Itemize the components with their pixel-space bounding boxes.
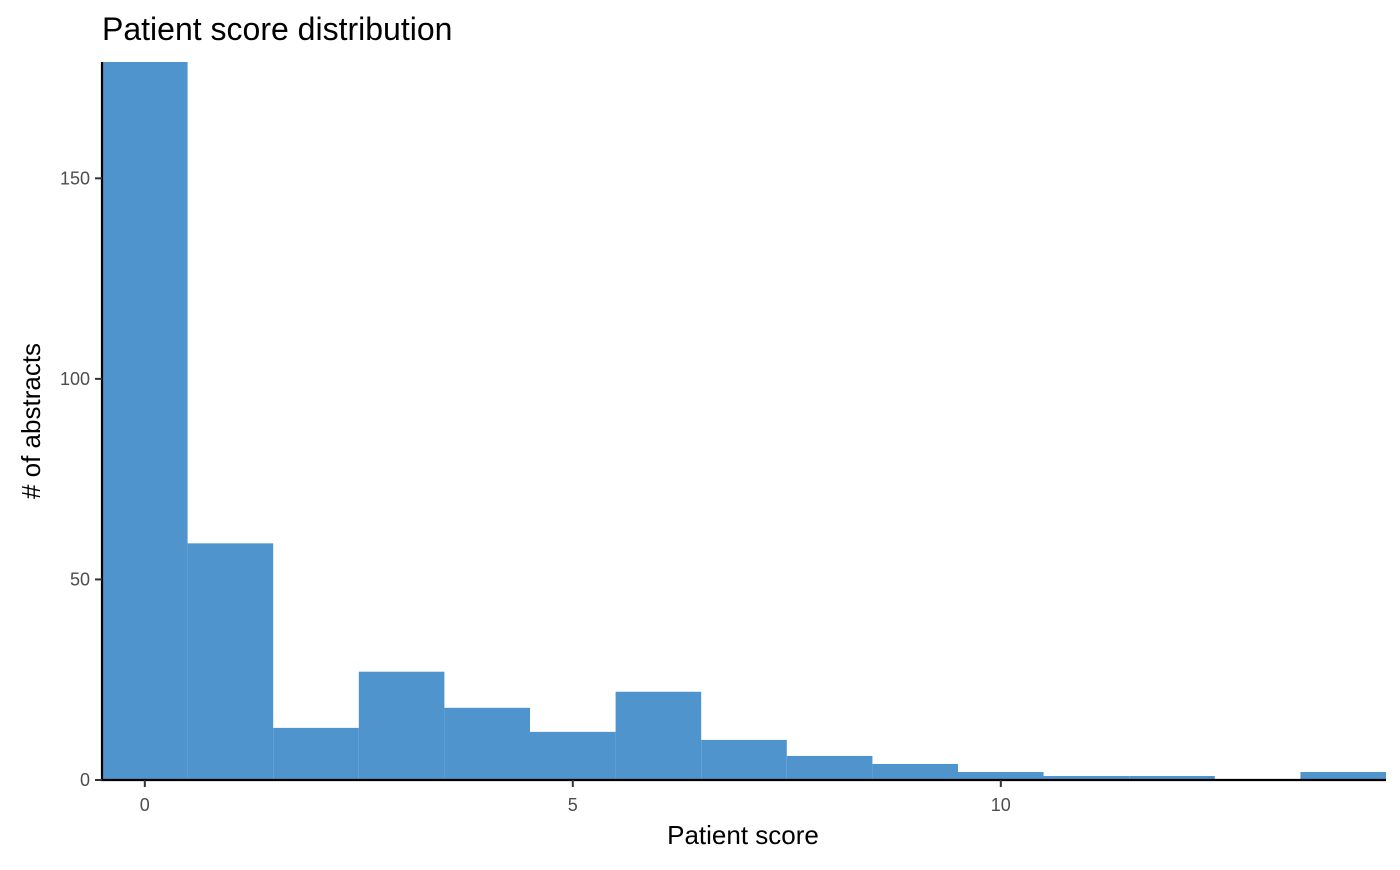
histogram-bar-11	[1043, 775, 1130, 780]
histogram-bar-7	[701, 739, 787, 780]
histogram-bar-2	[273, 727, 359, 780]
y-tick-label: 50	[70, 569, 90, 589]
x-tick-label: 0	[140, 795, 150, 815]
histogram-bar-14	[1300, 771, 1386, 780]
axes-layer	[100, 62, 1386, 782]
histogram-bar-5	[530, 731, 616, 780]
histogram-bar-6	[615, 691, 702, 780]
y-tick-label: 100	[60, 369, 90, 389]
histogram-bar-9	[872, 763, 958, 780]
histogram-bar-8	[786, 755, 873, 780]
bars-layer	[102, 62, 1386, 780]
histogram-bar-12	[1129, 775, 1215, 780]
histogram-bar-1	[187, 543, 274, 780]
x-tick-label: 5	[568, 795, 578, 815]
y-tick-label: 150	[60, 168, 90, 188]
histogram-bar-3	[358, 671, 445, 780]
histogram-bar-4	[444, 707, 530, 780]
histogram-bar-10	[958, 771, 1044, 780]
chart-title: Patient score distribution	[102, 11, 452, 47]
x-tick-label: 10	[991, 795, 1011, 815]
histogram-bar-0	[102, 62, 188, 780]
y-axis-label: # of abstracts	[16, 343, 46, 499]
y-tick-label: 0	[80, 770, 90, 790]
x-axis-label: Patient score	[667, 820, 819, 850]
